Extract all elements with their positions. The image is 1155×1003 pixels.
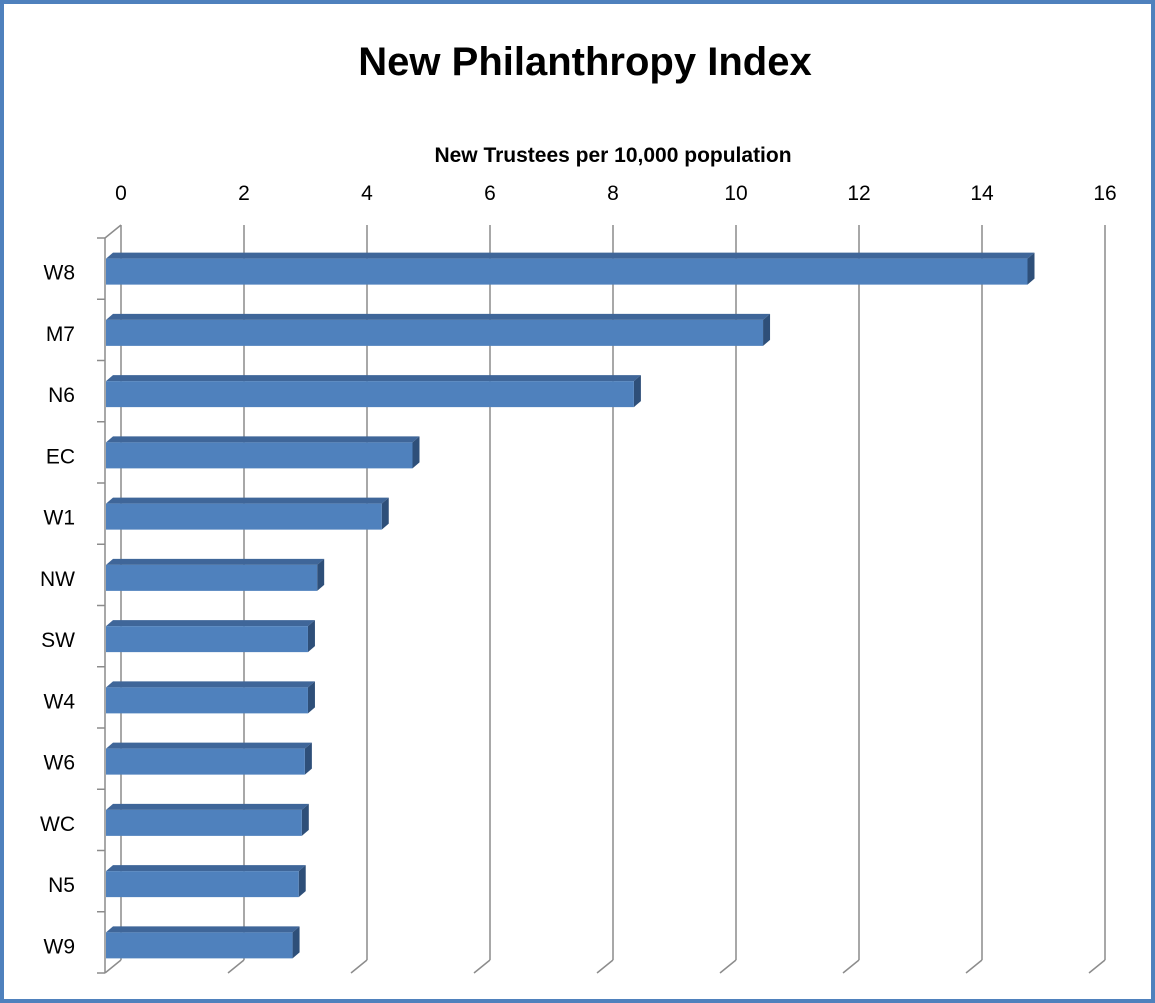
bar-top-face xyxy=(106,681,315,688)
category-label: M7 xyxy=(46,323,75,346)
bar xyxy=(106,436,420,469)
bar-side-face xyxy=(298,865,306,898)
bar-side-face xyxy=(317,558,325,591)
bar-front-face xyxy=(106,932,293,959)
x-tick-label: 12 xyxy=(847,182,870,205)
gridline-floor xyxy=(350,959,368,974)
x-tick-label: 10 xyxy=(724,182,747,205)
category-label: NW xyxy=(40,568,75,591)
bar-front-face xyxy=(106,809,302,836)
bar-side-face xyxy=(412,436,420,469)
bar-front-face xyxy=(106,687,308,714)
bar-top-face xyxy=(106,436,420,443)
bar xyxy=(106,681,315,714)
bar-front-face xyxy=(106,442,413,469)
bar-side-face xyxy=(1027,252,1035,285)
gridline-floor xyxy=(473,959,491,974)
x-tick-label: 14 xyxy=(970,182,994,205)
category-label: W8 xyxy=(44,262,76,285)
bar-front-face xyxy=(106,258,1028,285)
bar-side-face xyxy=(381,497,389,530)
bar-side-face xyxy=(304,742,312,775)
gridline-floor xyxy=(1088,959,1106,974)
bar xyxy=(106,865,306,898)
gridline-floor xyxy=(842,959,860,974)
bar-front-face xyxy=(106,319,764,346)
bar-top-face xyxy=(106,742,312,749)
bar xyxy=(106,497,389,530)
chart-title: New Philanthropy Index xyxy=(358,40,811,84)
bar-top-face xyxy=(106,375,641,382)
bar-front-face xyxy=(106,626,308,653)
bars xyxy=(106,252,1035,959)
bar-top-face xyxy=(106,865,306,872)
bar-top-face xyxy=(106,620,315,627)
x-tick-label: 2 xyxy=(238,182,250,205)
bar xyxy=(106,313,771,346)
bar-top-face xyxy=(106,313,771,320)
x-tick-label: 8 xyxy=(607,182,619,205)
category-label: W4 xyxy=(44,690,76,713)
bar xyxy=(106,742,312,775)
grid-lines xyxy=(97,224,1106,974)
x-tick-label: 6 xyxy=(484,182,496,205)
category-label: N6 xyxy=(48,384,75,407)
gridline-floor xyxy=(965,959,983,974)
gridline-floor xyxy=(719,959,737,974)
wall-top-edge xyxy=(104,224,122,239)
bar xyxy=(106,620,315,653)
bar-top-face xyxy=(106,497,389,504)
bar-top-face xyxy=(106,252,1035,259)
bar xyxy=(106,252,1035,285)
category-labels: W8 M7 N6 EC W1 NW SW W4 W6 WC N5 W9 xyxy=(40,262,75,959)
category-label: WC xyxy=(40,813,75,836)
bar-front-face xyxy=(106,503,382,530)
bar-top-face xyxy=(106,558,325,565)
bar-side-face xyxy=(307,681,315,714)
category-label: SW xyxy=(41,629,75,652)
bar-front-face xyxy=(106,381,634,408)
x-axis-title: New Trustees per 10,000 population xyxy=(434,144,791,167)
gridline-floor xyxy=(104,959,122,974)
bar-side-face xyxy=(763,313,771,346)
bar-side-face xyxy=(633,375,641,408)
bar xyxy=(106,803,309,836)
x-tick-label: 4 xyxy=(361,182,373,205)
category-label: EC xyxy=(46,445,75,468)
category-label: N5 xyxy=(48,874,75,897)
bar xyxy=(106,926,300,959)
bar-front-face xyxy=(106,871,299,898)
bar-side-face xyxy=(307,620,315,653)
bar-front-face xyxy=(106,564,318,591)
x-tick-label: 16 xyxy=(1093,182,1116,205)
bar-top-face xyxy=(106,803,309,810)
x-tick-label: 0 xyxy=(115,182,127,205)
bar xyxy=(106,558,325,591)
category-label: W1 xyxy=(44,507,76,530)
bar-side-face xyxy=(301,803,309,836)
gridline-floor xyxy=(227,959,245,974)
category-label: W6 xyxy=(44,752,76,775)
bar-top-face xyxy=(106,926,300,933)
bar xyxy=(106,375,641,408)
gridline-floor xyxy=(596,959,614,974)
category-label: W9 xyxy=(44,935,76,958)
x-tick-labels: 0 2 4 6 8 10 12 14 16 xyxy=(115,182,1117,205)
bar-front-face xyxy=(106,748,305,775)
bar-side-face xyxy=(292,926,300,959)
